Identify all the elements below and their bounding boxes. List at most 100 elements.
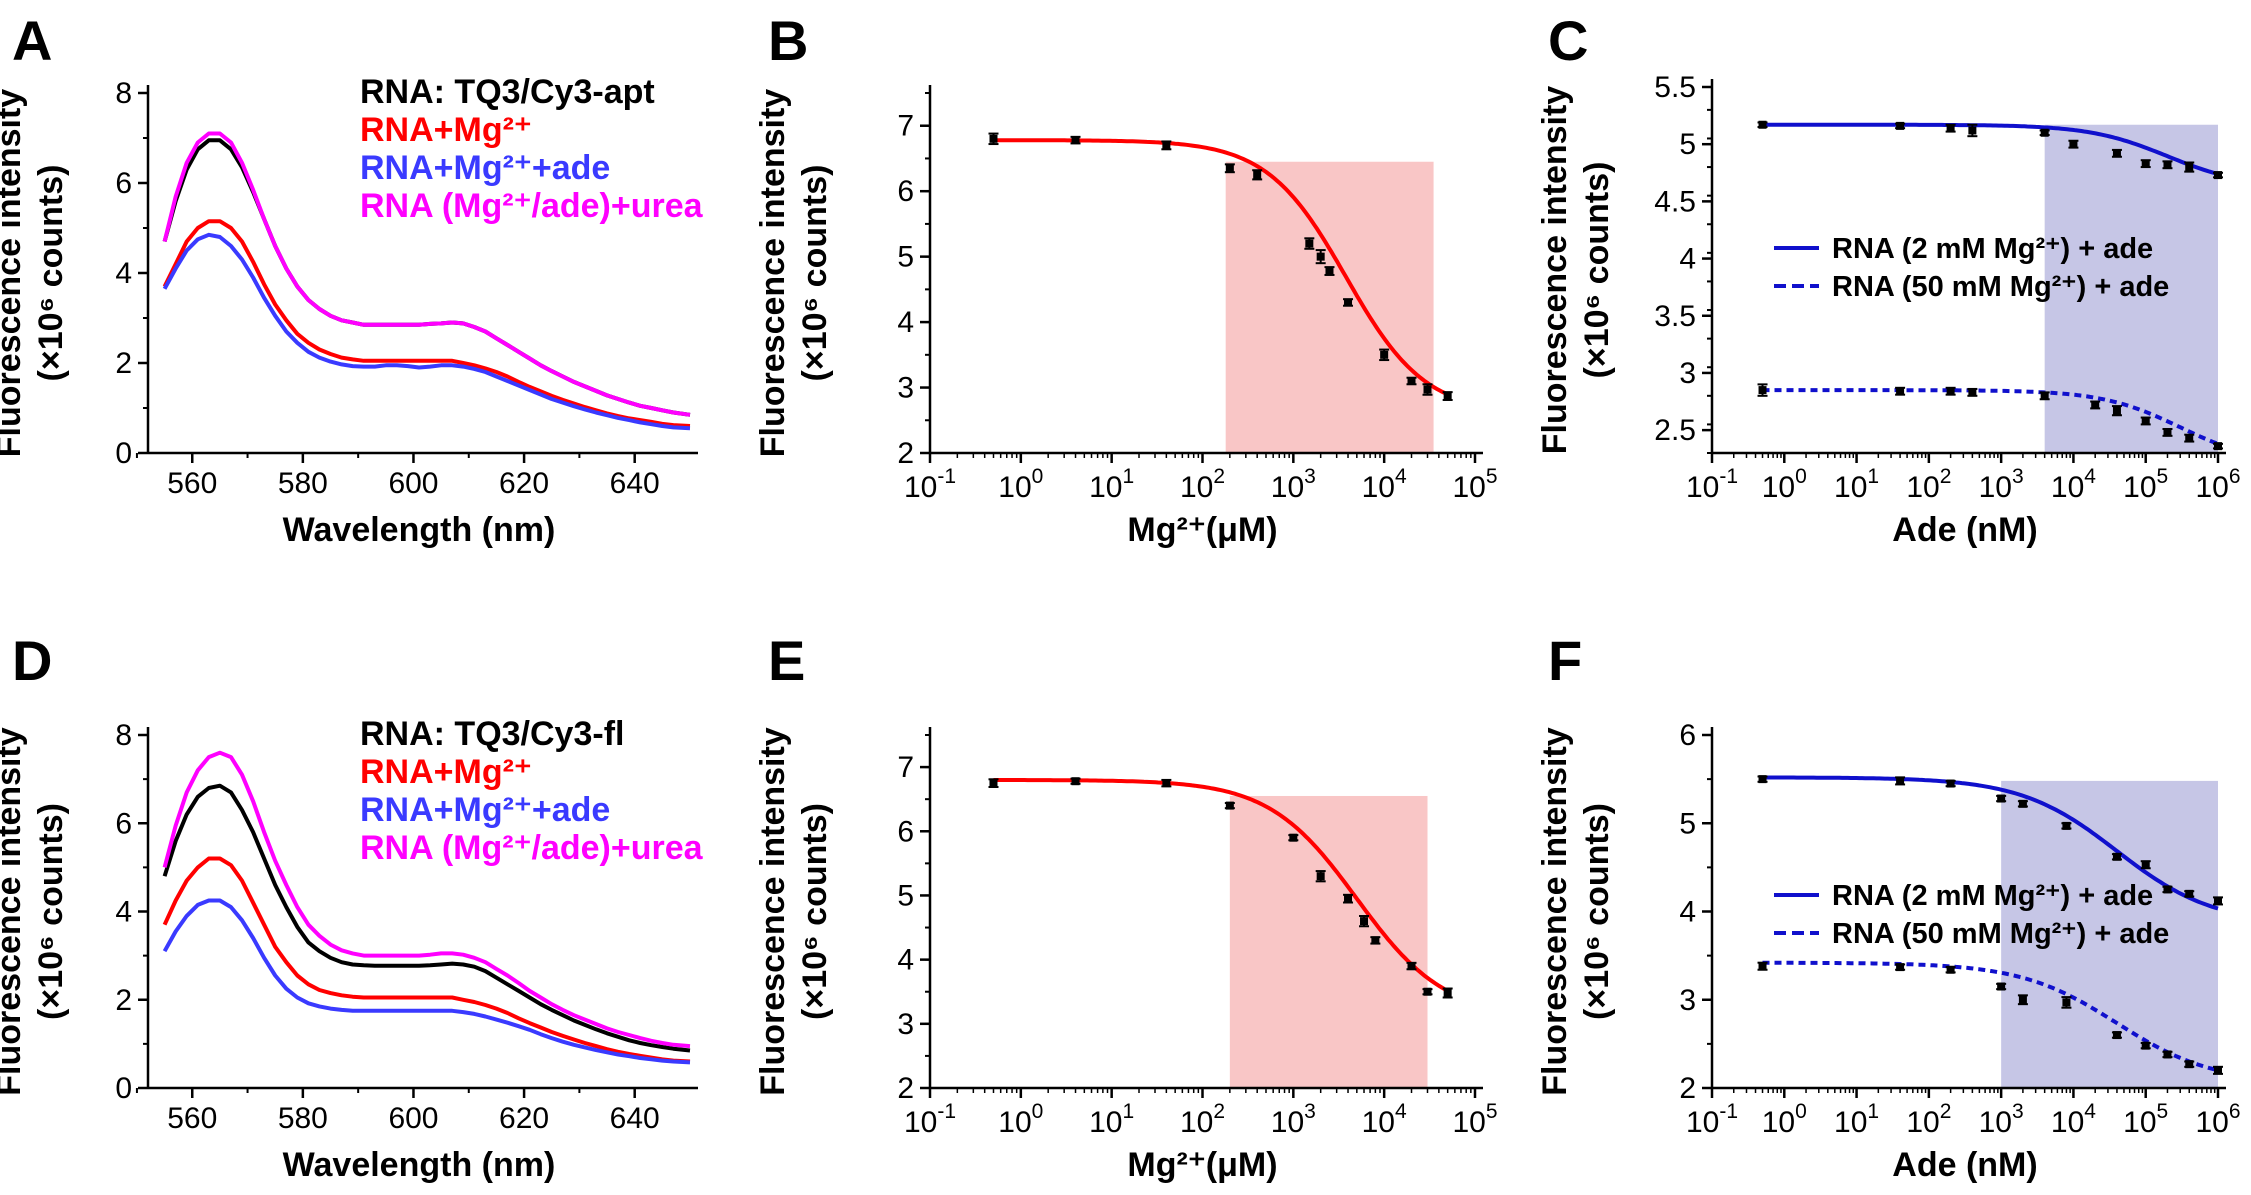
data-point xyxy=(2018,799,2027,808)
data-point xyxy=(1758,120,1767,129)
data-point xyxy=(1344,894,1353,903)
data-point xyxy=(1225,164,1234,173)
x-tick-label: 100 xyxy=(998,1100,1043,1139)
data-point xyxy=(2141,159,2150,168)
data-point xyxy=(2214,442,2222,451)
data-point xyxy=(1253,170,1262,179)
data-point xyxy=(1344,298,1353,307)
data-point xyxy=(1997,794,2006,803)
fit-curve xyxy=(1762,122,2219,176)
x-tick-label: 10-1 xyxy=(1686,465,1738,504)
x-tick-label: 600 xyxy=(388,1102,438,1135)
data-point xyxy=(2163,885,2172,894)
highlight-region xyxy=(2044,124,2218,454)
data-point xyxy=(1423,385,1432,394)
x-tick-label: 10-1 xyxy=(904,465,956,504)
data-point xyxy=(2163,160,2172,169)
data-point xyxy=(2040,391,2049,400)
highlight-region xyxy=(2001,780,2218,1088)
x-tick-label: 100 xyxy=(998,465,1043,504)
x-tick-label: 105 xyxy=(2123,1100,2168,1139)
x-tick-label: 106 xyxy=(2195,1100,2240,1139)
x-tick-label: 101 xyxy=(1089,1100,1134,1139)
data-point xyxy=(1325,267,1334,276)
fit-curve xyxy=(1762,960,2219,1073)
data-point xyxy=(2112,1031,2121,1040)
data-point xyxy=(1946,965,1955,974)
x-tick-label: 620 xyxy=(499,467,549,500)
y-axis-label: Fluorescence intensity xyxy=(1536,727,1574,1096)
panel-letter: E xyxy=(768,629,805,692)
y-tick-label: 7 xyxy=(897,751,914,784)
data-point xyxy=(2163,1050,2172,1059)
x-tick-label: 640 xyxy=(610,1102,660,1135)
y-tick-label: 4 xyxy=(115,257,132,290)
data-point xyxy=(1946,124,1955,133)
y-tick-label: 5 xyxy=(1679,807,1696,840)
series-line xyxy=(162,750,691,1049)
legend-entry: RNA (2 mM Mg²⁺) + ade xyxy=(1832,880,2153,912)
x-tick-label: 102 xyxy=(1906,1100,1951,1139)
x-tick-label: 620 xyxy=(499,1102,549,1135)
panel-letter: D xyxy=(12,629,52,692)
panel-letter: B xyxy=(768,9,808,72)
legend-entry: RNA: TQ3/Cy3-fl xyxy=(360,715,624,753)
legend-entry: RNA (50 mM Mg²⁺) + ade xyxy=(1832,271,2169,303)
series-line xyxy=(162,783,691,1053)
y-tick-label: 5 xyxy=(897,879,914,912)
y-tick-label: 2 xyxy=(1679,1072,1696,1105)
data-point xyxy=(2141,1041,2150,1050)
data-point xyxy=(1289,833,1298,842)
y-tick-label: 6 xyxy=(897,815,914,848)
data-point xyxy=(2091,400,2100,409)
y-axis-label-units: (×10⁶ counts) xyxy=(796,803,834,1020)
x-tick-label: 103 xyxy=(1271,465,1316,504)
y-tick-label: 8 xyxy=(115,77,132,110)
panel-B: B 2 3 4 5 6 7 10-1 100 101 102 103 104 105 Mg²⁺(μM) Flu… xyxy=(754,9,1498,549)
data-point xyxy=(1896,776,1905,785)
data-point xyxy=(2069,140,2078,149)
data-point xyxy=(2185,1060,2194,1069)
data-point xyxy=(1896,387,1905,396)
series-line xyxy=(162,898,691,1065)
legend-entry: RNA (Mg²⁺/ade)+urea xyxy=(360,829,704,867)
x-tick-label: 102 xyxy=(1180,1100,1225,1139)
series-line xyxy=(162,219,691,428)
data-point xyxy=(2018,995,2027,1004)
y-tick-label: 8 xyxy=(115,719,132,752)
y-axis-label: Fluorescence intensity xyxy=(0,89,28,458)
x-tick-label: 560 xyxy=(167,1102,217,1135)
legend-entry: RNA+Mg²⁺ xyxy=(360,753,532,791)
fit-curve xyxy=(993,778,1449,993)
x-tick-label: 101 xyxy=(1834,465,1879,504)
y-tick-label: 3.5 xyxy=(1654,300,1696,333)
data-point xyxy=(2062,821,2071,830)
x-tick-label: 101 xyxy=(1834,1100,1879,1139)
data-point xyxy=(989,779,998,788)
data-point xyxy=(2214,896,2222,905)
data-point xyxy=(2214,171,2222,180)
data-point xyxy=(1896,963,1905,972)
x-axis-label: Mg²⁺(μM) xyxy=(1127,1146,1277,1184)
highlight-region xyxy=(1229,795,1428,1088)
data-point xyxy=(2163,428,2172,437)
data-point xyxy=(2112,149,2121,158)
y-tick-label: 3 xyxy=(1679,357,1696,390)
x-axis-label: Ade (nM) xyxy=(1892,1146,2037,1184)
data-point xyxy=(1968,388,1977,397)
y-axis-label: Fluorescence intensity xyxy=(1536,86,1574,455)
y-axis-label-units: (×10⁶ counts) xyxy=(796,165,834,382)
data-point xyxy=(2141,416,2150,425)
data-point xyxy=(1997,982,2006,991)
x-axis-label: Wavelength (nm) xyxy=(283,1146,556,1184)
y-axis-label: Fluorescence intensity xyxy=(754,89,792,458)
data-point xyxy=(1162,779,1171,788)
legend-entry: RNA+Mg²⁺ xyxy=(360,111,532,149)
data-point xyxy=(1360,917,1369,926)
y-tick-label: 4 xyxy=(897,306,914,339)
y-tick-label: 4.5 xyxy=(1654,185,1696,218)
y-tick-label: 6 xyxy=(1679,719,1696,752)
y-tick-label: 6 xyxy=(115,167,132,200)
x-tick-label: 104 xyxy=(1362,465,1407,504)
data-point xyxy=(1071,136,1080,145)
